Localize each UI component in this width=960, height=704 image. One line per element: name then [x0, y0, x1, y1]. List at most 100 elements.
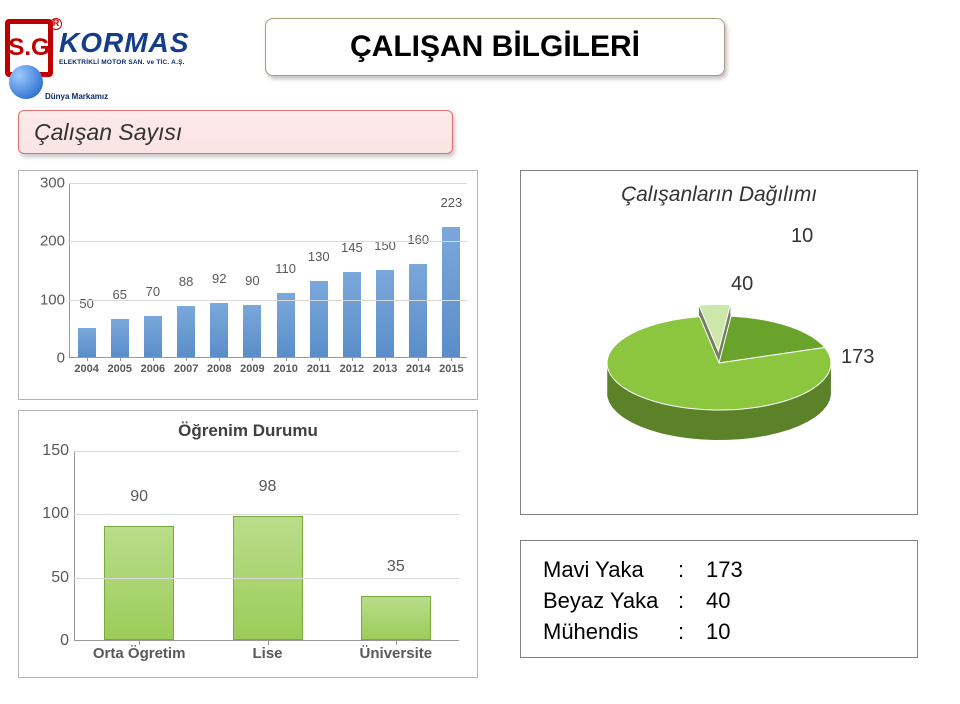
chart1-xlabel: 2014 [406, 363, 430, 375]
chart1-xlabel: 2004 [74, 363, 98, 375]
legend-row: Beyaz Yaka:40 [543, 586, 895, 617]
legend-row: Mühendis:10 [543, 617, 895, 648]
chart1-tickmark [219, 357, 220, 361]
chart1-tickmark [319, 357, 320, 361]
brand-name: KORMAS [59, 29, 189, 57]
chart1-gridline [69, 241, 467, 242]
chart1-bar [144, 316, 162, 357]
chart1-bar [376, 270, 394, 358]
legend-label: Mavi Yaka [543, 555, 678, 586]
brand-sub: ELEKTRİKLİ MOTOR SAN. ve TİC. A.Ş. [59, 59, 189, 66]
chart2-gridline [74, 578, 459, 579]
pie-value-label: 173 [841, 346, 874, 369]
chart1-xlabel: 2008 [207, 363, 231, 375]
chart1-tickmark [186, 357, 187, 361]
chart2-tickmark [396, 640, 397, 645]
distribution-panel: Çalışanların Dağılımı 1040173 [520, 170, 918, 515]
chart1-bar [277, 293, 295, 357]
chart2-gridline [74, 451, 459, 452]
chart2-tickmark [139, 640, 140, 645]
chart1-tickmark [385, 357, 386, 361]
chart2-xlabel: Üniversite [360, 645, 433, 662]
chart1-bar-label: 50 [79, 296, 93, 311]
pie-title: Çalışanların Dağılımı [521, 183, 917, 207]
chart1-bar-label: 110 [275, 261, 296, 276]
page-title: ÇALIŞAN BİLGİLERİ [265, 18, 725, 76]
chart1-xlabel: 2005 [108, 363, 132, 375]
education-chart: Öğrenim Durumu 90Orta Ögretim98Lise35Üni… [18, 410, 478, 678]
logo: S.G R KORMAS ELEKTRİKLİ MOTOR SAN. ve Tİ… [5, 10, 230, 85]
chart1-bar-label: 70 [146, 284, 160, 299]
chart1-bar-label: 92 [212, 271, 226, 286]
chart1-xlabel: 2012 [340, 363, 364, 375]
chart1-xlabel: 2009 [240, 363, 264, 375]
chart1-bar [310, 281, 328, 357]
chart1-gridline [69, 183, 467, 184]
chart1-bar [177, 306, 195, 357]
chart2-tickmark [268, 640, 269, 645]
legend-value: 40 [706, 586, 730, 617]
chart1-xlabel: 2006 [141, 363, 165, 375]
pie-chart [584, 271, 854, 471]
subtitle-text: Çalışan Sayısı [34, 119, 182, 146]
chart1-bar [409, 264, 427, 357]
chart2-xlabel: Orta Ögretim [93, 645, 186, 662]
chart1-xlabel: 2011 [307, 363, 331, 375]
chart1-bar-label: 88 [179, 274, 193, 289]
chart1-bar [243, 305, 261, 358]
legend-row: Mavi Yaka:173 [543, 555, 895, 586]
chart2-bar [361, 596, 431, 640]
chart1-xlabel: 2010 [273, 363, 297, 375]
chart2-xlabel: Lise [252, 645, 282, 662]
pie-value-label: 40 [731, 273, 753, 296]
chart1-bar-label: 145 [341, 240, 363, 255]
chart1-tickmark [418, 357, 419, 361]
chart2-ytick: 50 [31, 569, 69, 587]
chart1-bar-label: 160 [407, 232, 429, 247]
chart1-plot: 5020046520057020068820079220089020091102… [69, 183, 467, 358]
chart1-tickmark [352, 357, 353, 361]
chart1-tickmark [451, 357, 452, 361]
chart1-bar [442, 227, 460, 357]
legend-value: 10 [706, 617, 730, 648]
chart2-plot: 90Orta Ögretim98Lise35Üniversite [74, 451, 459, 641]
chart1-bar [78, 328, 96, 357]
chart1-tickmark [153, 357, 154, 361]
chart2-ytick: 0 [31, 632, 69, 650]
chart2-bar-label: 35 [387, 558, 405, 576]
legend-panel: Mavi Yaka:173Beyaz Yaka:40Mühendis:10 [520, 540, 918, 658]
chart1-bar [343, 272, 361, 357]
globe-icon [9, 65, 43, 99]
chart2-gridline [74, 514, 459, 515]
chart1-xlabel: 2007 [174, 363, 198, 375]
chart1-ytick: 200 [27, 233, 65, 250]
legend-colon: : [678, 555, 706, 586]
chart1-bar [111, 319, 129, 357]
chart2-ytick: 100 [31, 505, 69, 523]
legend-value: 173 [706, 555, 743, 586]
chart1-bar-label: 90 [245, 273, 259, 288]
pie-svg [584, 271, 854, 471]
chart1-bar-label: 130 [308, 249, 330, 264]
chart1-tickmark [120, 357, 121, 361]
brand-tag: Dünya Markamız [45, 92, 108, 101]
chart2-bar-label: 98 [259, 478, 277, 496]
subtitle-banner: Çalışan Sayısı [18, 110, 453, 154]
chart2-bar [104, 526, 174, 640]
employee-count-chart: 5020046520057020068820079220089020091102… [18, 170, 478, 400]
chart2-ytick: 150 [31, 442, 69, 460]
chart1-xlabel: 2015 [439, 363, 463, 375]
chart1-bar [210, 303, 228, 357]
chart1-ytick: 0 [27, 350, 65, 367]
chart1-ytick: 100 [27, 291, 65, 308]
legend-label: Mühendis [543, 617, 678, 648]
sg-text: S.G [8, 37, 49, 59]
chart1-xlabel: 2013 [373, 363, 397, 375]
chart2-title: Öğrenim Durumu [19, 421, 477, 441]
kormas-block: KORMAS ELEKTRİKLİ MOTOR SAN. ve TİC. A.Ş… [59, 29, 189, 66]
chart1-tickmark [286, 357, 287, 361]
chart1-tickmark [252, 357, 253, 361]
chart1-tickmark [87, 357, 88, 361]
legend-colon: : [678, 617, 706, 648]
chart1-gridline [69, 300, 467, 301]
